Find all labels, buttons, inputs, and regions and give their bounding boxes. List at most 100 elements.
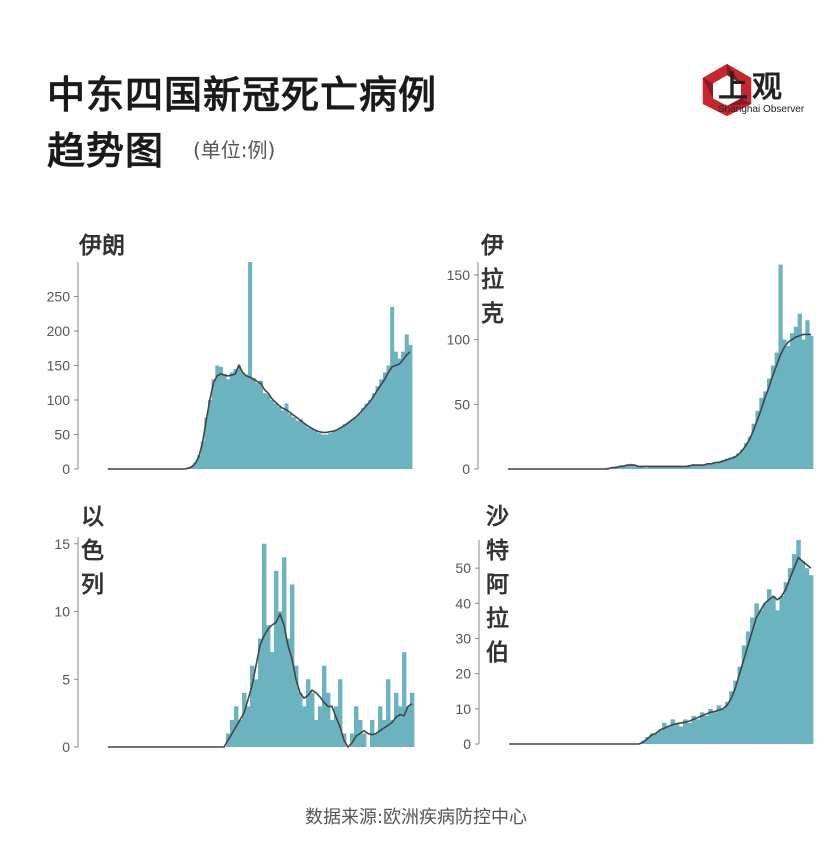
bar-iran bbox=[382, 372, 387, 469]
bar-israel bbox=[286, 638, 291, 747]
bar-iraq bbox=[632, 465, 637, 469]
chart-title-iraq: 伊拉克 bbox=[481, 233, 504, 327]
bar-iraq bbox=[709, 463, 714, 469]
bar-iran bbox=[200, 441, 205, 469]
bar-israel bbox=[242, 692, 247, 747]
bar-israel bbox=[334, 706, 339, 747]
bar-israel bbox=[310, 692, 315, 747]
bar-saudi bbox=[783, 582, 789, 744]
bar-iraq bbox=[697, 465, 703, 469]
bar-saudi bbox=[645, 736, 650, 744]
bar-iran bbox=[193, 462, 198, 469]
logo-chinese-text: 上观 bbox=[718, 70, 786, 105]
bar-iran bbox=[266, 394, 271, 469]
bar-israel bbox=[394, 692, 399, 747]
y-tick-label-israel: 10 bbox=[54, 604, 70, 620]
bar-israel bbox=[406, 706, 411, 747]
bar-israel bbox=[322, 665, 327, 747]
bar-iraq bbox=[674, 466, 680, 469]
bar-saudi bbox=[683, 719, 688, 744]
bar-israel bbox=[350, 733, 355, 747]
bar-iraq bbox=[778, 264, 783, 469]
bar-saudi bbox=[704, 715, 709, 744]
bar-israel bbox=[314, 719, 319, 747]
bar-iran bbox=[284, 403, 289, 469]
bar-iran bbox=[251, 377, 256, 469]
bar-iran bbox=[386, 365, 391, 469]
bar-iran bbox=[280, 410, 285, 469]
bar-iran bbox=[357, 413, 362, 469]
bar-iraq bbox=[736, 453, 741, 469]
bar-saudi bbox=[729, 691, 734, 744]
y-tick-label-iran: 0 bbox=[62, 461, 70, 477]
y-tick-label-iraq: 100 bbox=[447, 332, 471, 348]
bar-iran bbox=[299, 419, 304, 469]
bar-iran bbox=[346, 422, 351, 469]
bar-iran bbox=[269, 400, 274, 469]
bar-israel bbox=[354, 706, 359, 747]
bar-saudi bbox=[733, 680, 738, 744]
bar-saudi bbox=[691, 715, 697, 744]
chart-title-iran: 伊朗 bbox=[79, 233, 125, 259]
bar-iran bbox=[393, 351, 398, 469]
bar-saudi bbox=[800, 561, 806, 744]
bar-iraq bbox=[751, 423, 756, 469]
y-tick-label-iran: 50 bbox=[54, 427, 70, 443]
bar-saudi bbox=[695, 719, 701, 744]
bar-israel bbox=[270, 652, 275, 747]
bar-israel bbox=[258, 638, 263, 747]
bar-saudi bbox=[666, 726, 671, 744]
bar-iran bbox=[397, 358, 402, 469]
bar-israel bbox=[330, 719, 335, 747]
logo-english-text: Shanghai Observer bbox=[718, 104, 805, 115]
bar-iran bbox=[277, 406, 282, 469]
bar-israel bbox=[302, 706, 307, 747]
bar-israel bbox=[382, 719, 387, 747]
bar-israel bbox=[278, 611, 283, 747]
bar-iraq bbox=[770, 365, 776, 469]
bar-iran bbox=[379, 379, 384, 469]
bar-iraq bbox=[624, 465, 630, 469]
bar-iran bbox=[320, 434, 325, 469]
bar-iraq bbox=[682, 466, 687, 469]
bar-iran bbox=[408, 344, 413, 469]
bar-iran bbox=[259, 380, 264, 469]
bar-iran bbox=[350, 419, 355, 469]
bar-saudi bbox=[662, 722, 667, 744]
bar-iran bbox=[233, 368, 238, 469]
avg-line-saudi bbox=[509, 556, 812, 745]
bar-iraq bbox=[747, 436, 752, 469]
bar-israel bbox=[282, 557, 287, 747]
bar-iraq bbox=[636, 466, 641, 469]
bar-iraq bbox=[759, 397, 764, 469]
bar-iran bbox=[317, 433, 322, 469]
bar-saudi bbox=[674, 722, 680, 744]
bar-iran bbox=[313, 431, 318, 469]
bar-israel bbox=[298, 692, 303, 747]
bar-iran bbox=[390, 306, 395, 469]
bar-iraq bbox=[678, 466, 683, 469]
bar-iran bbox=[404, 334, 409, 469]
bar-israel bbox=[390, 719, 395, 747]
bar-iraq bbox=[663, 466, 668, 469]
bar-saudi bbox=[712, 712, 717, 744]
bar-iran bbox=[371, 393, 376, 469]
bar-israel bbox=[398, 706, 403, 747]
bar-israel bbox=[402, 652, 407, 747]
bar-iraq bbox=[724, 458, 729, 469]
bar-israel bbox=[326, 692, 331, 747]
bar-israel bbox=[306, 679, 311, 747]
bar-saudi bbox=[758, 610, 764, 744]
bar-israel bbox=[386, 679, 391, 747]
chart-title-saudi: 沙特阿拉伯 bbox=[486, 504, 509, 666]
bar-israel bbox=[318, 706, 323, 747]
avg-line-israel bbox=[108, 612, 413, 749]
bar-iran bbox=[262, 393, 267, 469]
bar-saudi bbox=[808, 575, 814, 744]
bar-iran bbox=[248, 262, 253, 469]
bar-israel bbox=[254, 679, 259, 747]
bar-iraq bbox=[789, 333, 795, 469]
bar-iraq bbox=[763, 391, 768, 469]
bar-saudi bbox=[649, 733, 655, 744]
bar-iran bbox=[324, 434, 329, 469]
